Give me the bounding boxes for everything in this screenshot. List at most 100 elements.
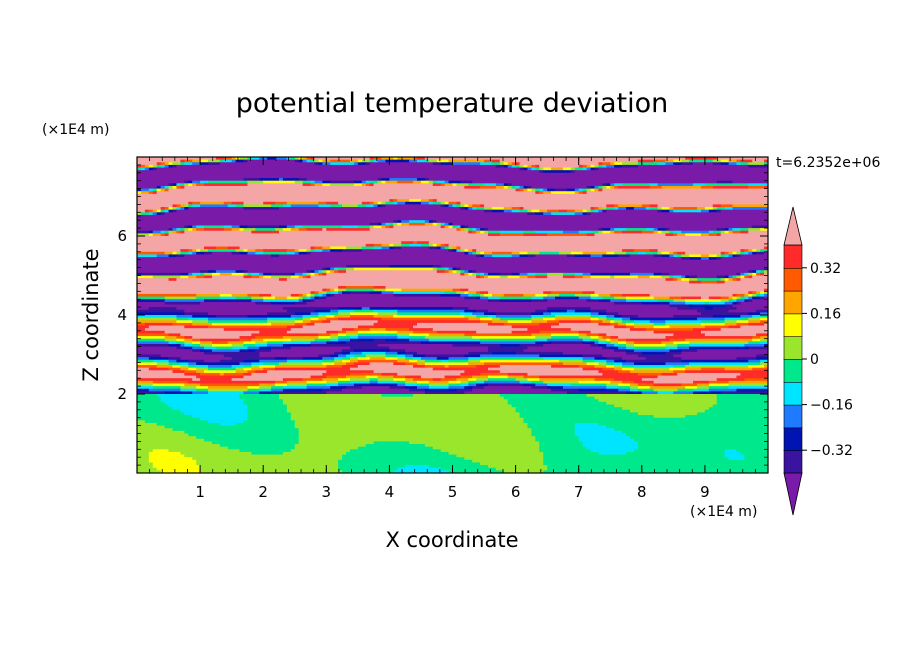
field-cell [633,380,655,385]
field-cell [720,257,768,261]
field-cell [338,378,351,382]
field-cell [720,296,730,300]
colorbar: 0.320.160−0.16−0.32 [783,206,853,516]
field-cell [448,365,477,369]
field-cell [180,333,252,337]
field-cell [472,207,477,211]
field-cell [598,185,603,190]
field-cell [677,307,706,311]
field-cell [294,322,308,327]
field-cell [369,159,375,163]
field-cell [578,380,611,385]
field-cell [527,378,540,382]
field-cell [243,372,252,377]
field-cell [409,338,430,342]
field-cell [515,378,529,382]
field-cell [551,388,580,392]
field-cell [330,267,335,271]
field-cell [527,272,536,277]
field-cell [330,354,339,358]
field-cell [661,254,671,258]
field-cell [452,249,458,253]
field-cell [294,159,300,163]
field-cell [259,178,280,182]
field-cell [543,357,584,361]
field-cell [523,167,529,171]
x-tick-label: 1 [195,483,205,501]
field-cell [724,454,745,458]
field-cell [137,196,768,200]
field-cell [377,380,398,385]
field-cell [385,288,402,292]
field-cell [590,293,600,298]
field-cell [720,299,730,303]
field-cell [614,343,619,348]
field-cell [137,338,166,342]
field-cell [472,204,481,208]
field-cell [302,159,308,163]
field-cell [756,333,768,337]
field-cell [176,359,189,363]
field-cell [235,422,296,427]
field-cell [716,394,768,398]
field-cell [286,201,320,205]
field-cell [590,230,600,234]
field-cell [720,328,768,332]
field-cell [271,322,296,327]
field-cell [468,378,477,382]
field-cell [243,391,260,395]
field-cell [685,275,690,279]
field-cell [338,267,347,271]
field-cell [223,328,292,332]
field-cell [464,386,473,390]
field-cell [637,386,651,390]
field-cell [417,351,469,356]
field-cell [578,388,619,392]
field-cell [160,207,166,211]
field-cell [223,225,233,229]
field-cell [156,191,536,195]
field-cell [637,164,749,169]
field-cell [259,365,276,369]
field-cell [282,307,339,311]
field-cell [764,272,768,277]
field-cell [302,378,323,382]
field-cell [137,286,339,290]
field-cell [172,230,178,234]
field-cell [523,164,529,169]
field-cell [547,465,768,469]
field-cell [712,204,722,208]
field-cell [168,341,178,345]
field-cell [736,293,745,298]
field-cell [598,293,611,298]
field-cell [720,254,726,258]
field-cell [720,159,730,163]
field-cell [278,362,323,366]
field-cell [744,251,749,256]
field-cell [176,346,185,350]
field-cell [728,386,768,390]
field-cell [440,162,454,166]
field-cell [137,399,162,403]
field-cell [397,330,414,335]
field-cell [669,272,738,277]
field-cell [231,157,237,161]
field-cell [440,293,461,298]
field-cell [192,378,201,382]
field-cell [748,362,761,366]
field-cell [207,312,268,316]
field-cell [409,333,430,337]
field-cell [137,351,205,356]
field-cell [736,275,741,279]
field-cell [622,315,639,319]
field-cell [700,280,718,284]
field-cell [657,299,674,303]
field-cell [168,333,181,337]
field-cell [543,296,556,300]
field-cell [349,367,434,371]
field-cell [255,301,272,306]
field-cell [294,272,304,277]
field-cell [606,185,611,190]
field-cell [598,317,607,321]
field-cell [464,270,469,274]
